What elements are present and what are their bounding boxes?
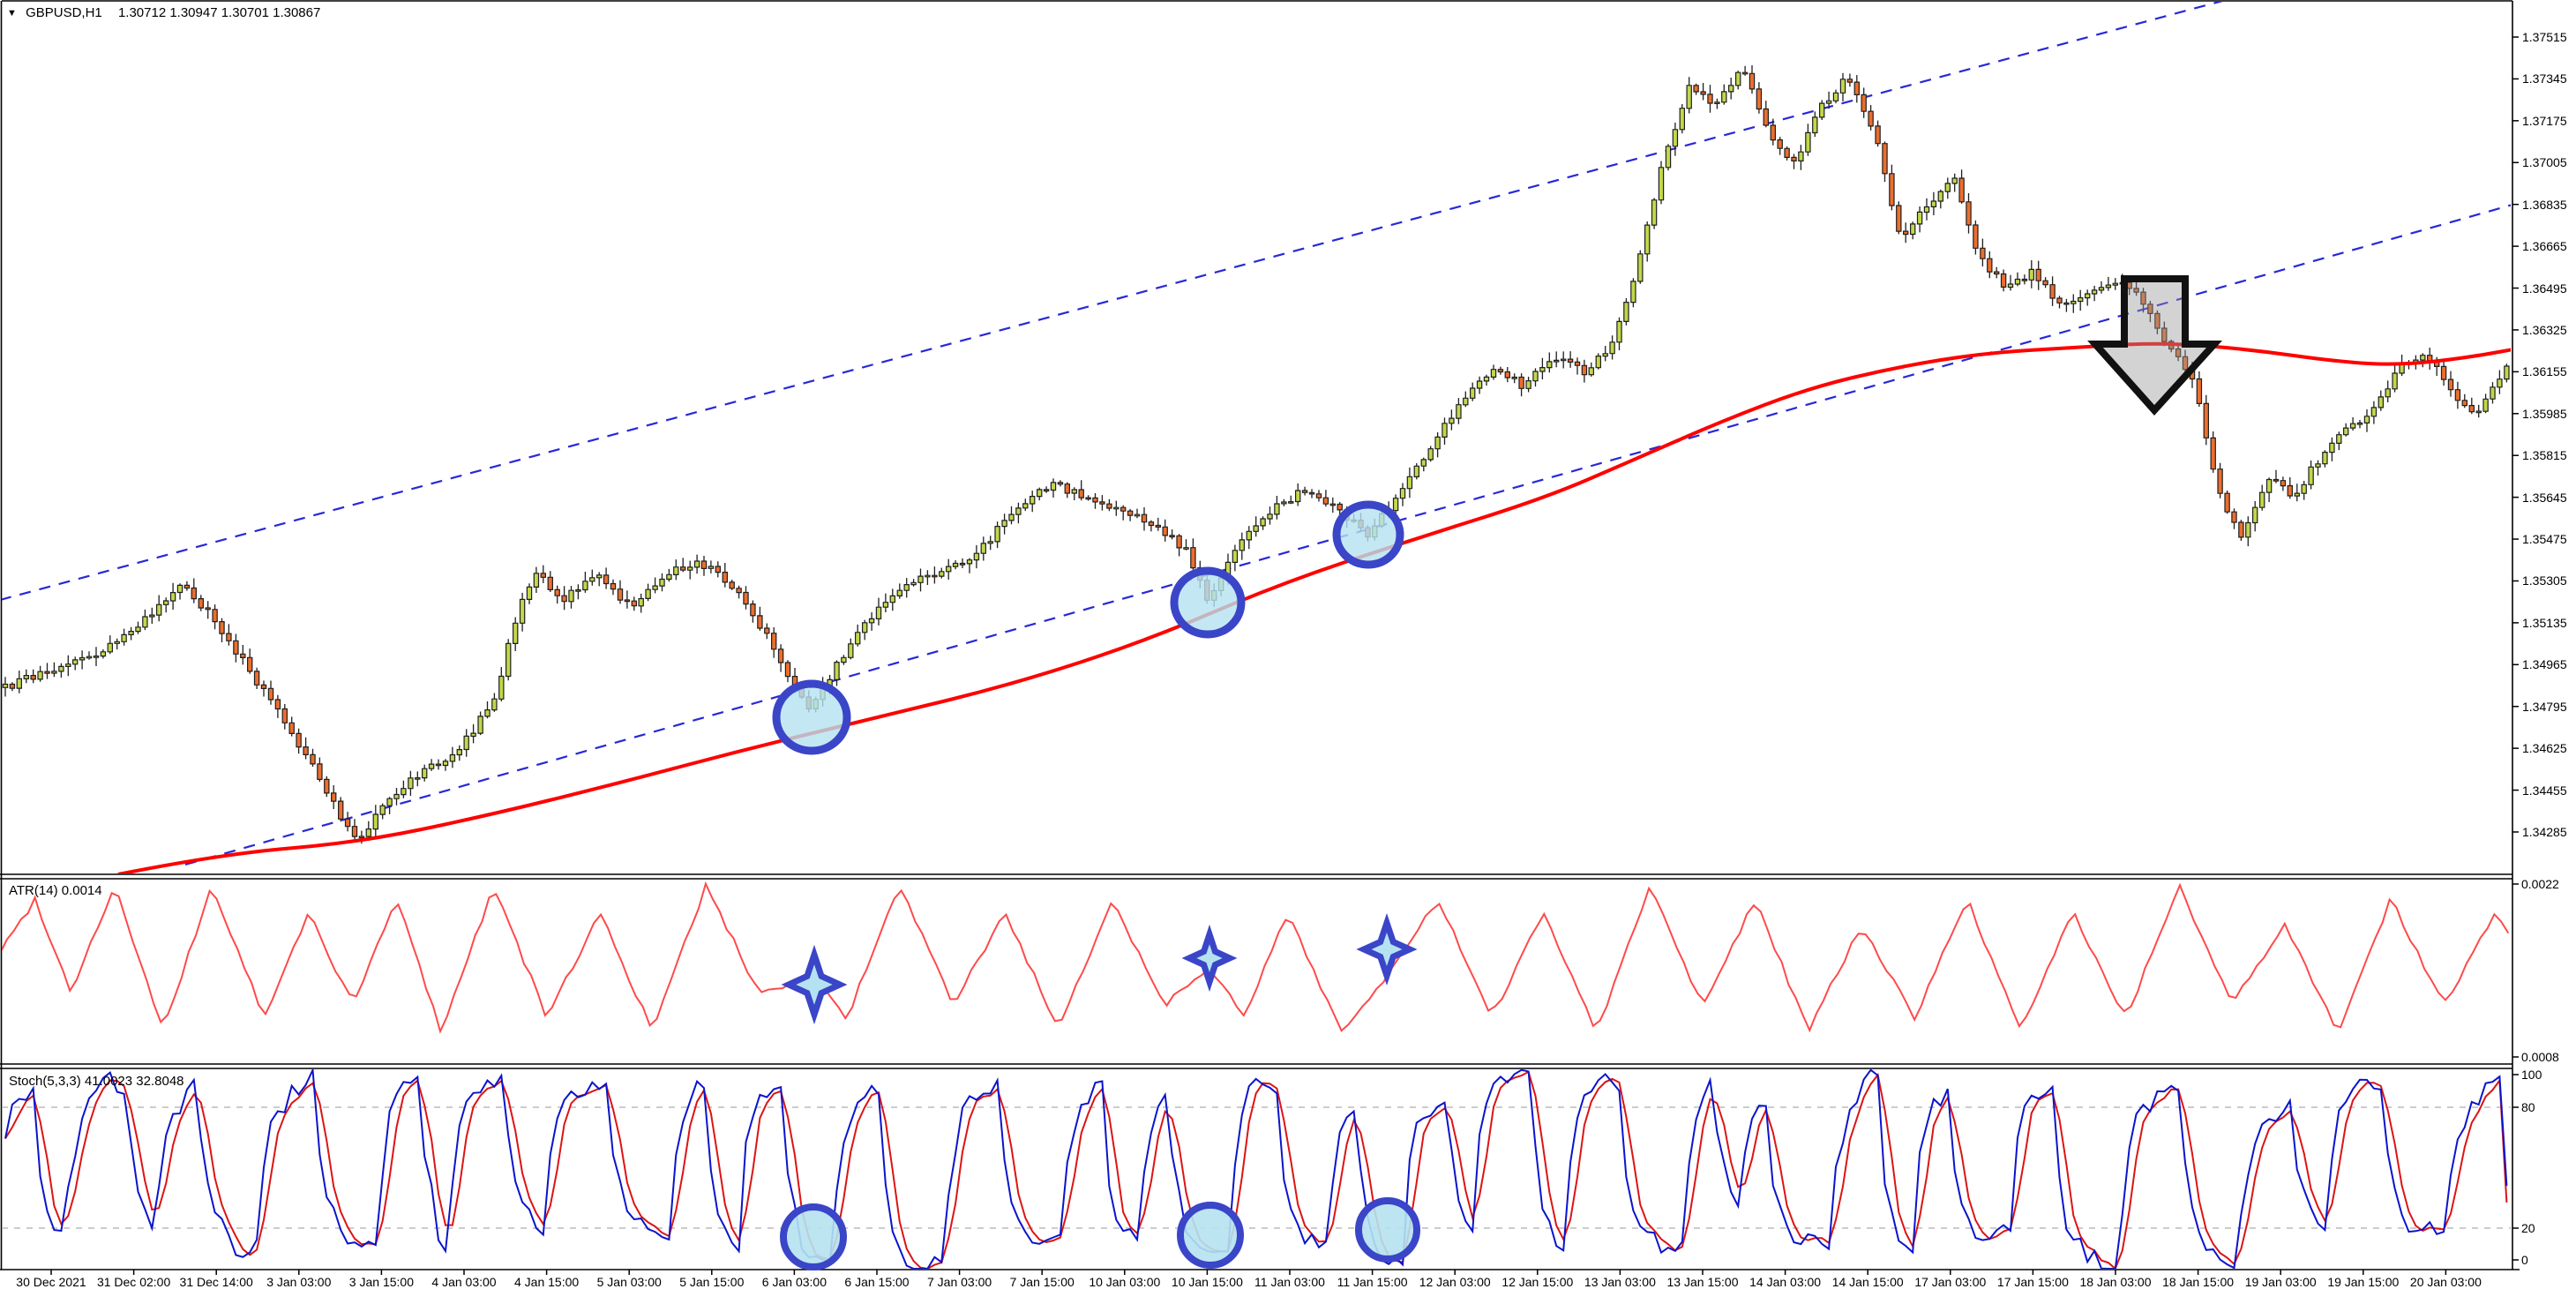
price-axis-label: 1.35815: [2522, 448, 2567, 463]
stoch-axis-label: 100: [2521, 1068, 2542, 1082]
time-axis-label: 17 Jan 03:00: [1914, 1275, 1987, 1289]
price-axis-label: 1.34795: [2522, 699, 2567, 714]
time-axis-label: 20 Jan 03:00: [2409, 1275, 2482, 1289]
time-axis-label: 18 Jan 15:00: [2162, 1275, 2235, 1289]
price-axis-label: 1.34625: [2522, 741, 2567, 756]
stoch-k-line: [4, 1069, 2508, 1269]
trendline-channel[interactable]: [0, 0, 2512, 866]
time-axis-label: 30 Dec 2021: [16, 1275, 86, 1289]
stoch-axis-label: 20: [2521, 1221, 2535, 1235]
symbol-timeframe: GBPUSD,H1: [26, 5, 102, 20]
time-axis-label: 31 Dec 14:00: [179, 1275, 253, 1289]
time-axis-label: 11 Jan 03:00: [1254, 1275, 1325, 1289]
ohlc-quote: 1.30712 1.30947 1.30701 1.30867: [117, 5, 321, 20]
candlestick-series: [2, 65, 2510, 844]
ma-line-path: [117, 341, 2511, 873]
price-axis-label: 1.36495: [2522, 281, 2567, 296]
time-axis-label: 18 Jan 03:00: [2079, 1275, 2152, 1289]
price-axis-label: 1.35475: [2522, 532, 2567, 547]
atr-name: ATR(14): [9, 883, 58, 898]
bull-candles: [2, 71, 2510, 839]
stoch-circle-annotation[interactable]: [1177, 1202, 1244, 1269]
stochastic-lines: [4, 1069, 2508, 1269]
atr-line-path: [2, 881, 2510, 1034]
stoch-axis-label: 0: [2521, 1253, 2528, 1267]
down-arrow-annotation[interactable]: [2087, 275, 2223, 416]
time-axis-label: 13 Jan 15:00: [1666, 1275, 1739, 1289]
time-axis-label: 7 Jan 03:00: [927, 1275, 992, 1289]
stoch-values: 41.0023 32.8048: [84, 1074, 184, 1089]
stoch-level-lines: [2, 1106, 2511, 1229]
stoch-indicator-label: Stoch(5,3,3) 41.0023 32.8048: [9, 1074, 184, 1089]
stoch-d-line: [4, 1070, 2508, 1269]
circle-annotations[interactable]: [780, 1197, 1420, 1270]
price-axis-label: 1.35305: [2522, 573, 2567, 588]
stoch-circle-annotation[interactable]: [1355, 1197, 1420, 1263]
price-axis-label: 1.35135: [2522, 615, 2567, 630]
time-axis-label: 14 Jan 03:00: [1749, 1275, 1822, 1289]
atr-axis-label: 0.0022: [2521, 877, 2559, 891]
time-axis-label: 12 Jan 15:00: [1501, 1275, 1574, 1289]
panel-borders: [0, 0, 2520, 1270]
time-axis-label: 19 Jan 03:00: [2244, 1275, 2317, 1289]
price-axis-label: 1.36665: [2522, 239, 2567, 254]
price-axis-label: 1.35985: [2522, 406, 2567, 421]
atr-line: [2, 881, 2510, 1034]
time-axis-label: 6 Jan 03:00: [761, 1275, 827, 1289]
price-axis-label: 1.34455: [2522, 783, 2567, 798]
atr-axis-label: 0.0008: [2521, 1050, 2559, 1064]
atr-indicator-label: ATR(14) 0.0014: [9, 883, 102, 898]
star-annotations[interactable]: [781, 913, 1418, 1025]
time-axis-label: 4 Jan 15:00: [514, 1275, 580, 1289]
price-ellipse-annotation[interactable]: [1332, 500, 1404, 569]
star-annotation[interactable]: [781, 944, 848, 1025]
time-axis-label: 10 Jan 03:00: [1089, 1275, 1161, 1289]
price-axis-label: 1.37345: [2522, 71, 2567, 86]
time-axis-label: 3 Jan 15:00: [348, 1275, 414, 1289]
time-axis-label: 7 Jan 15:00: [1009, 1275, 1075, 1289]
time-axis-label: 11 Jan 15:00: [1337, 1275, 1408, 1289]
atr-value: 0.0014: [61, 883, 102, 898]
candle-wicks: [4, 65, 2508, 844]
time-axis-label: 19 Jan 15:00: [2327, 1275, 2400, 1289]
stoch-axis-label: 80: [2521, 1100, 2535, 1114]
stoch-circle-annotation[interactable]: [780, 1203, 847, 1270]
time-axis-label: 5 Jan 03:00: [596, 1275, 662, 1289]
price-axis-label: 1.37005: [2522, 155, 2567, 170]
time-axis-label: 13 Jan 03:00: [1584, 1275, 1656, 1289]
symbol-dropdown-icon[interactable]: ▼: [7, 8, 17, 19]
time-axis-label: 4 Jan 03:00: [431, 1275, 497, 1289]
time-axis-label: 6 Jan 15:00: [844, 1275, 910, 1289]
chart-title: ▼ GBPUSD,H1 1.30712 1.30947 1.30701 1.30…: [7, 5, 320, 20]
trendline-upper-channel[interactable]: [0, 0, 2258, 601]
price-axis-label: 1.37175: [2522, 113, 2567, 128]
time-axis-label: 31 Dec 02:00: [96, 1275, 171, 1289]
stoch-name: Stoch(5,3,3): [9, 1074, 81, 1089]
ellipse-annotations[interactable]: [772, 500, 1404, 755]
price-axis-label: 1.36835: [2522, 197, 2567, 212]
time-axis-label: 17 Jan 15:00: [1996, 1275, 2069, 1289]
price-axis-label: 1.37515: [2522, 30, 2567, 44]
price-ellipse-annotation[interactable]: [772, 679, 851, 755]
time-axis-label: 5 Jan 15:00: [679, 1275, 745, 1289]
price-ellipse-annotation[interactable]: [1170, 566, 1246, 639]
axis-ticks: [50, 36, 2519, 1275]
time-axis-label: 10 Jan 15:00: [1171, 1275, 1243, 1289]
price-axis-label: 1.34285: [2522, 824, 2567, 839]
time-axis-label: 12 Jan 03:00: [1419, 1275, 1491, 1289]
price-axis-label: 1.36325: [2522, 322, 2567, 337]
price-axis-label: 1.34965: [2522, 657, 2567, 672]
time-axis-label: 14 Jan 15:00: [1831, 1275, 1904, 1289]
down-arrow-shape[interactable]: [2087, 275, 2223, 416]
moving-average-line: [117, 341, 2511, 873]
price-axis-label: 1.35645: [2522, 490, 2567, 505]
bear-candles: [9, 71, 2475, 837]
star-annotation[interactable]: [1356, 913, 1418, 985]
time-axis-label: 3 Jan 03:00: [266, 1275, 332, 1289]
price-axis-label: 1.36155: [2522, 364, 2567, 379]
star-annotation[interactable]: [1181, 924, 1238, 993]
